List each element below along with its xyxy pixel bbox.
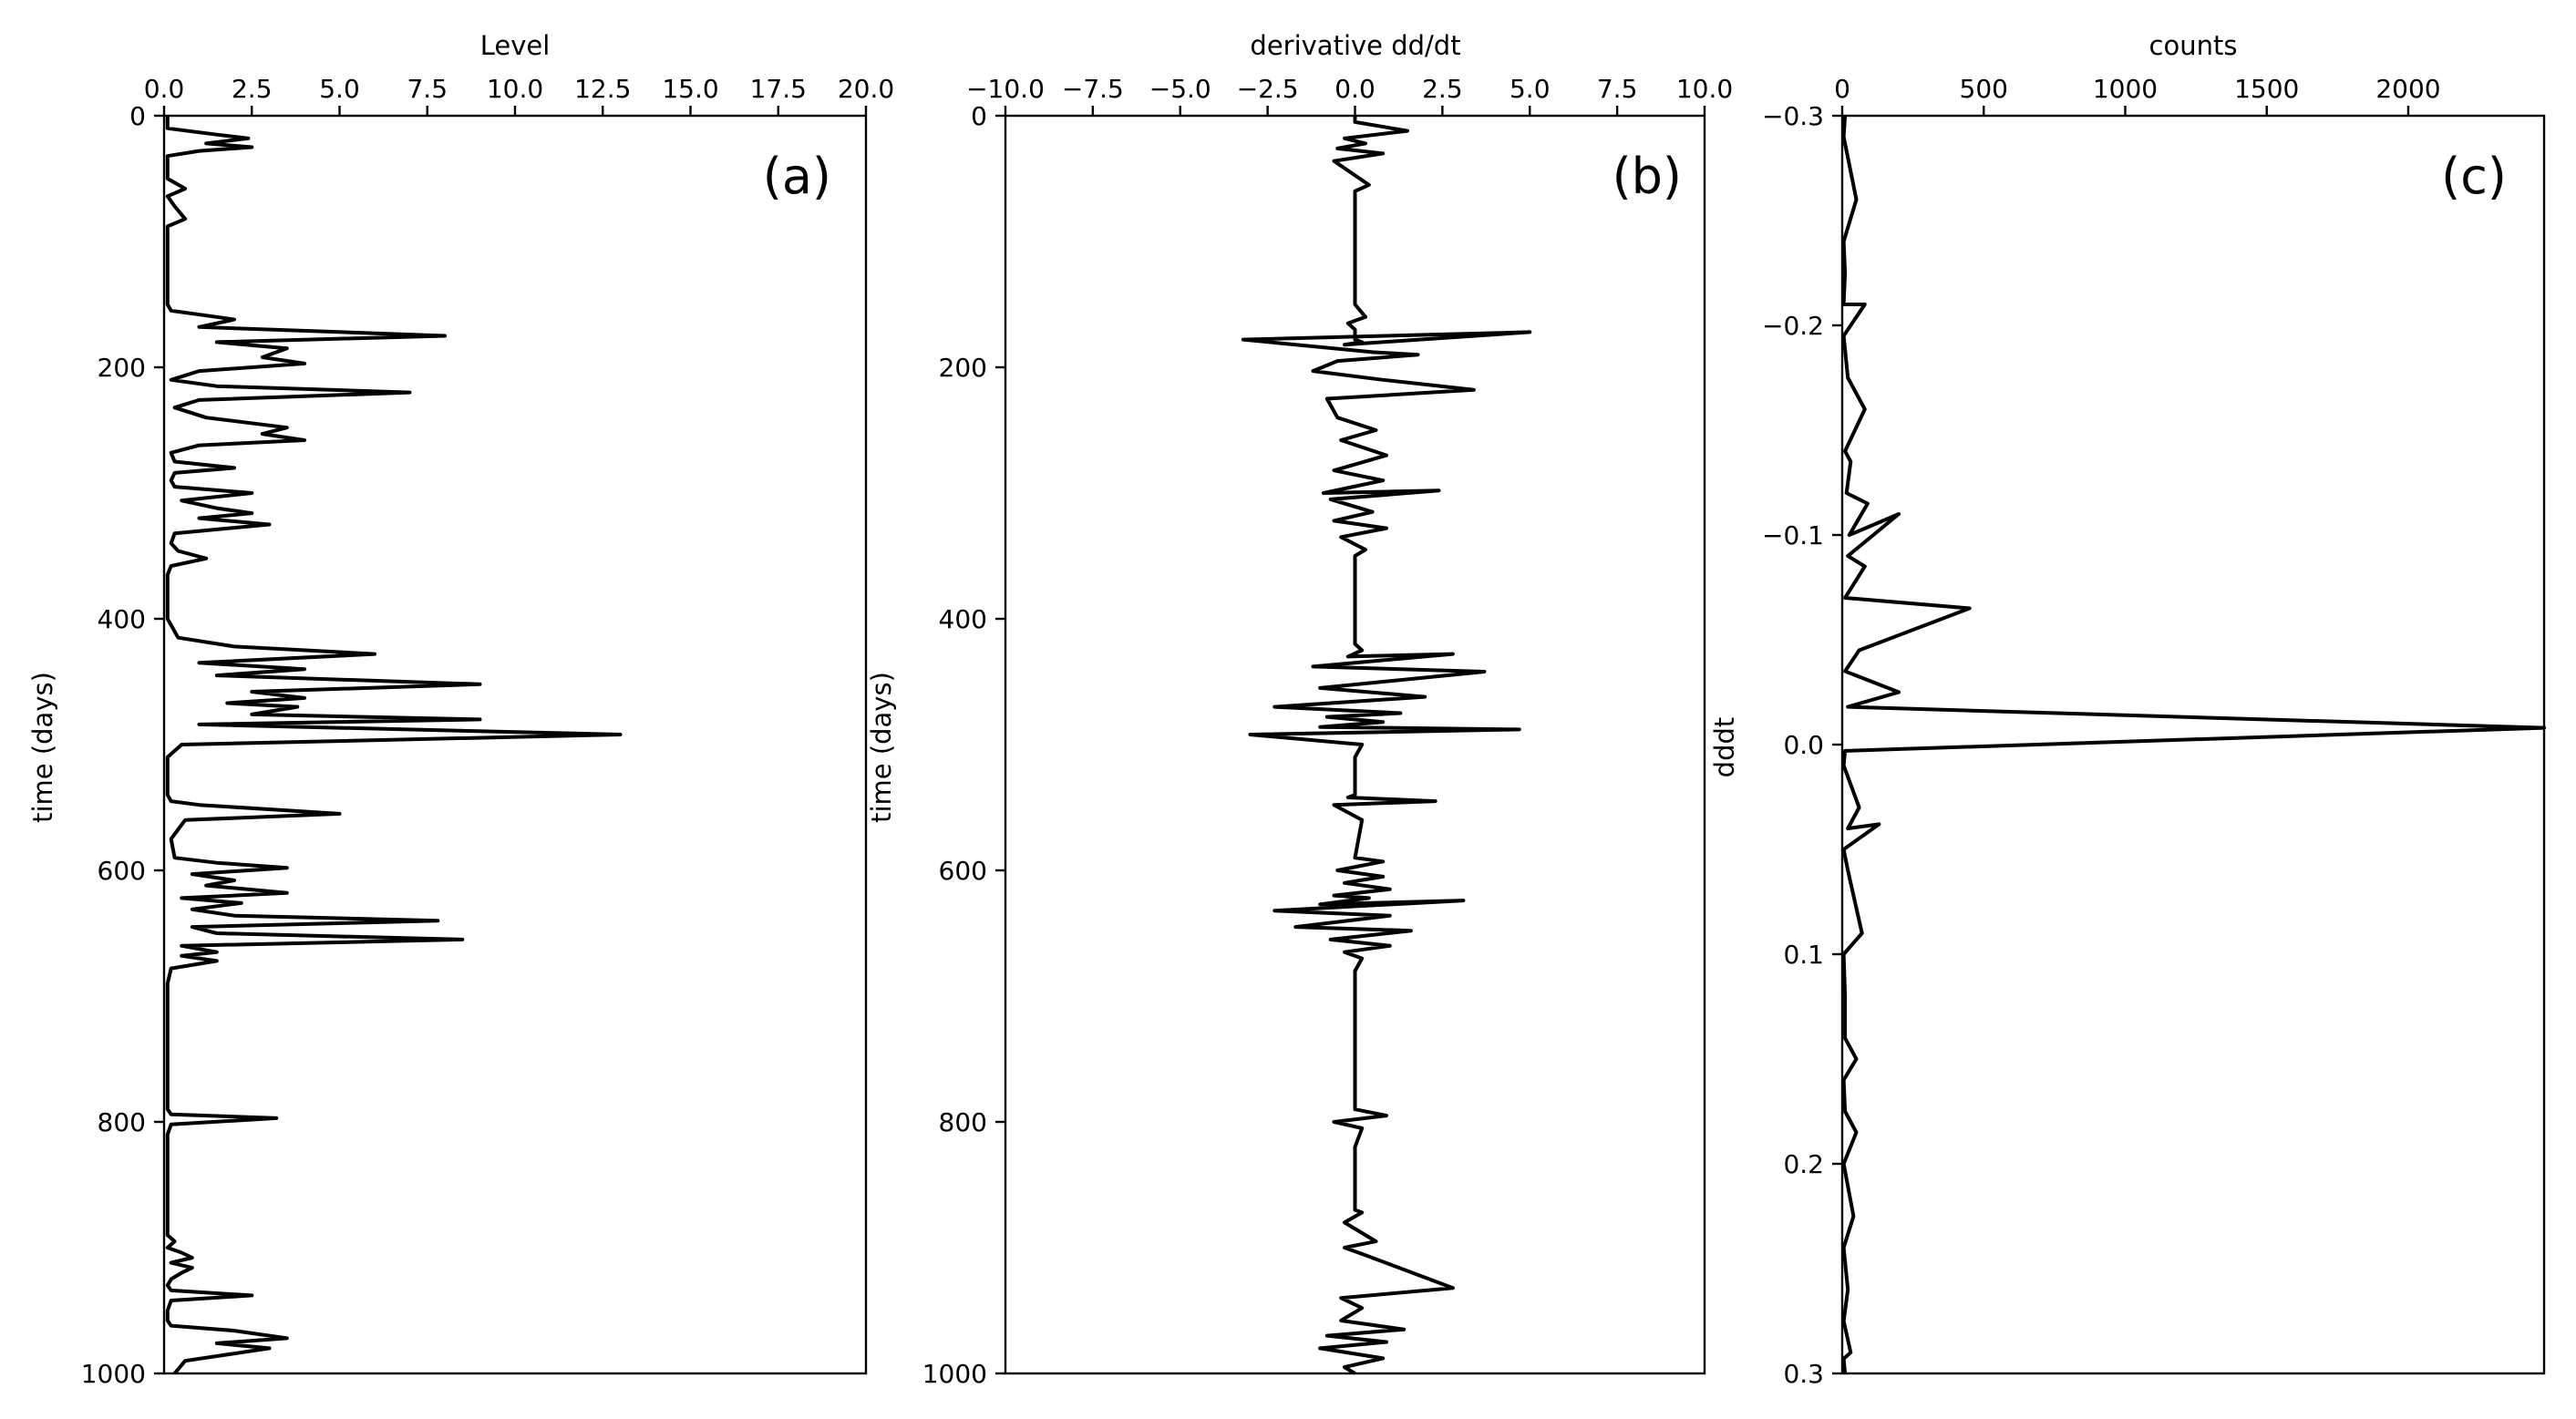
panel-b-x-tick-label: 2.5 xyxy=(1422,74,1463,104)
panel-a-x-tick-label: 0.0 xyxy=(144,74,185,104)
panel-c-x-ticks: 0 500 1000 1500 2000 xyxy=(1834,74,2441,116)
panel-b-frame xyxy=(1004,114,1706,1375)
panel-c-ylabel: dddt xyxy=(1709,717,1740,778)
panel-c-y-ticks: −0.3 −0.2 −0.1 0.0 0.1 0.2 0.3 xyxy=(1762,101,1842,1389)
panel-b-y-tick-label: 600 xyxy=(939,856,987,886)
panel-b-y-ticks: 0 200 400 600 800 1000 xyxy=(922,101,1005,1389)
panel-b-x-ticks: −10.0 −7.5 −5.0 −2.5 0.0 2.5 5.0 7.5 10.0 xyxy=(966,74,1733,116)
panel-b-x-tick-label: −2.5 xyxy=(1237,74,1299,104)
panel-b-x-tick-label: −10.0 xyxy=(966,74,1045,104)
panel-b-xlabel: derivative dd/dt xyxy=(1250,30,1460,61)
panel-a-label: (a) xyxy=(763,148,831,205)
panel-a-xlabel: Level xyxy=(480,30,551,61)
panel-c-x-tick-label: 0 xyxy=(1834,74,1850,104)
panel-a-y-tick-label: 0 xyxy=(129,101,146,131)
panel-b-y-tick-label: 800 xyxy=(939,1107,987,1137)
panel-b-series-line xyxy=(1241,116,1532,1375)
panel-c-frame xyxy=(1840,114,2546,1375)
panel-c-label: (c) xyxy=(2441,148,2507,205)
panel-a-x-tick-label: 15.0 xyxy=(662,74,718,104)
panel-c-y-tick-label: 0.0 xyxy=(1783,730,1824,760)
panel-a-y-tick-label: 600 xyxy=(98,856,146,886)
panel-c-x-tick-label: 1000 xyxy=(2093,74,2158,104)
panel-a-y-tick-label: 1000 xyxy=(81,1359,146,1389)
panel-c-y-tick-label: −0.1 xyxy=(1762,520,1824,550)
panel-a-frame xyxy=(162,114,868,1375)
panel-a-x-tick-label: 5.0 xyxy=(319,74,360,104)
panel-b-x-tick-label: −7.5 xyxy=(1062,74,1124,104)
panel-a-y-tick-label: 400 xyxy=(98,604,146,634)
panel-c-x-tick-label: 1500 xyxy=(2234,74,2299,104)
panel-b: derivative dd/dt time (days) −10.0 −7.5 −5… xyxy=(866,30,1733,1389)
panel-b-ylabel: time (days) xyxy=(866,672,897,823)
panel-c: counts dddt 0 500 1000 1500 2000 −0.3−0.2−0.… xyxy=(1709,30,2546,1389)
panel-a-ylabel: time (days) xyxy=(27,672,58,823)
panel-b-x-tick-label: 5.0 xyxy=(1510,74,1551,104)
panel-b-x-tick-label: 10.0 xyxy=(1676,74,1733,104)
panel-a-x-tick-label: 2.5 xyxy=(232,74,273,104)
panel-b-label: (b) xyxy=(1613,148,1682,205)
panel-a-x-ticks: 0.0 2.5 5.0 7.5 10.0 12.5 15.0 17.5 20.0 xyxy=(144,74,894,116)
panel-c-y-tick-label: 0.1 xyxy=(1783,940,1824,970)
panel-a-y-tick-label: 200 xyxy=(98,353,146,383)
panel-c-series-line xyxy=(1841,115,2546,1374)
panel-c-xlabel: counts xyxy=(2149,30,2238,61)
panel-a-y-tick-label: 800 xyxy=(98,1107,146,1137)
panel-b-x-tick-label: 0.0 xyxy=(1334,74,1376,104)
panel-c-x-tick-label: 2000 xyxy=(2375,74,2440,104)
panel-a-x-tick-label: 7.5 xyxy=(407,74,448,104)
panel-a-x-tick-label: 17.5 xyxy=(750,74,807,104)
panel-b-y-tick-label: 200 xyxy=(939,353,987,383)
panel-c-x-tick-label: 500 xyxy=(1960,74,2008,104)
panel-c-y-tick-label: 0.2 xyxy=(1783,1149,1824,1179)
panel-b-y-tick-label: 1000 xyxy=(922,1359,987,1389)
panel-c-y-tick-label: −0.3 xyxy=(1762,101,1824,131)
panel-b-x-tick-label: 7.5 xyxy=(1597,74,1638,104)
panel-b-y-tick-label: 400 xyxy=(939,604,987,634)
panel-a-y-ticks: 0 200 400 600 800 1000 xyxy=(81,101,164,1389)
panel-c-y-tick-label: −0.2 xyxy=(1762,311,1824,341)
panel-b-x-tick-label: −5.0 xyxy=(1149,74,1211,104)
panel-a-x-tick-label: 10.0 xyxy=(487,74,543,104)
panel-c-y-tick-label: 0.3 xyxy=(1783,1359,1824,1389)
panel-a: Level time (days) 0.0 2.5 5.0 7.5 10.0 12.5 15… xyxy=(27,30,894,1389)
panel-a-series-line xyxy=(165,116,623,1375)
panel-a-x-tick-label: 12.5 xyxy=(574,74,631,104)
panel-a-x-tick-label: 20.0 xyxy=(838,74,894,104)
panel-b-y-tick-label: 0 xyxy=(971,101,987,131)
